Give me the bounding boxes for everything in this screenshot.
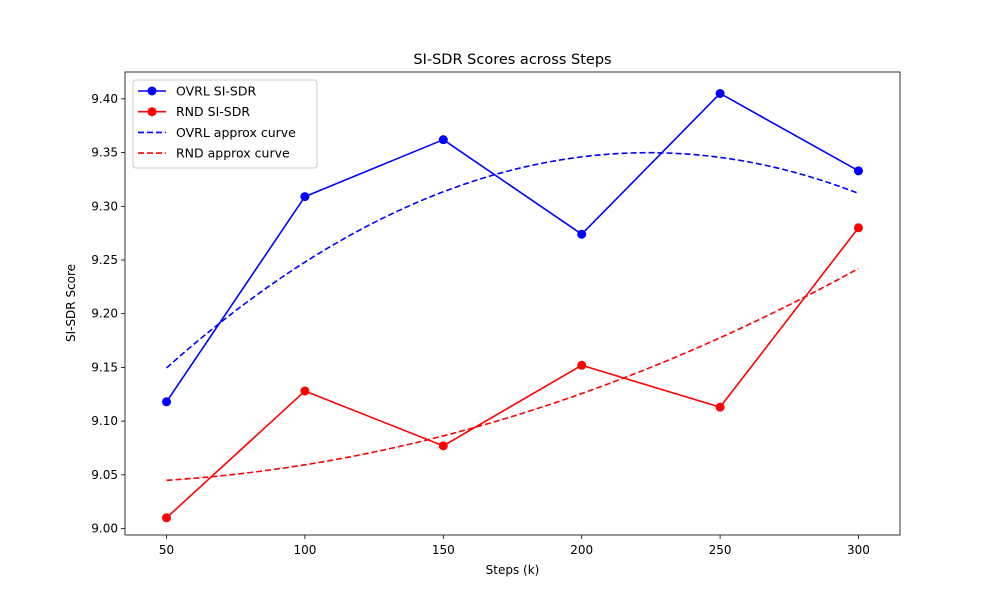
legend-label-rnd-approx-curve: RND approx curve <box>176 146 290 161</box>
rnd-si-sdr-point <box>715 402 725 412</box>
y-tick-label: 9.30 <box>91 199 118 213</box>
ovrl-si-sdr-point <box>853 166 863 176</box>
x-tick-label: 300 <box>847 543 870 557</box>
y-tick-label: 9.15 <box>91 360 118 374</box>
legend-label-ovrl-approx-curve: OVRL approx curve <box>176 125 296 140</box>
axes-frame <box>124 71 901 536</box>
ovrl-si-sdr-line <box>165 92 859 403</box>
y-tick-label: 9.20 <box>91 307 118 321</box>
legend-label-rnd-si-sdr: RND SI-SDR <box>176 104 250 119</box>
legend: OVRL SI-SDR RND SI-SDR OVRL approx curve RN… <box>132 79 318 169</box>
y-tick-label: 9.35 <box>91 146 118 160</box>
chart-title: SI-SDR Scores across Steps <box>413 52 611 68</box>
rnd-si-sdr-point <box>162 513 172 523</box>
y-tick-label: 9.40 <box>91 92 118 106</box>
x-tick-label: 250 <box>709 543 732 557</box>
ovrl-si-sdr-point <box>715 88 725 98</box>
rnd-si-sdr-point <box>577 360 587 370</box>
legend-label-ovrl-si-sdr: OVRL SI-SDR <box>176 84 256 99</box>
ovrl-si-sdr-point <box>577 229 587 239</box>
y-tick-label: 9.05 <box>91 468 118 482</box>
rnd-si-sdr-line <box>165 227 860 519</box>
y-axis-label: SI-SDR Score <box>64 264 78 342</box>
x-tick-label: 50 <box>159 543 174 557</box>
x-tick-label: 150 <box>432 543 455 557</box>
rnd-si-sdr-point <box>300 386 310 396</box>
rnd-approx-curve <box>166 267 859 482</box>
x-tick-label: 200 <box>570 543 593 557</box>
ovrl-si-sdr-point <box>162 397 172 407</box>
x-axis-label: Steps (k) <box>486 563 540 577</box>
rnd-si-sdr-point <box>853 223 863 233</box>
ovrl-si-sdr-point <box>438 135 448 145</box>
legend-box <box>132 79 318 169</box>
legend-marker-ovrl-si-sdr <box>147 86 157 96</box>
y-tick-label: 9.10 <box>91 414 118 428</box>
legend-marker-rnd-si-sdr <box>147 107 157 117</box>
y-tick-label: 9.00 <box>91 522 118 536</box>
y-tick-label: 9.25 <box>91 253 118 267</box>
ovrl-si-sdr-point <box>300 192 310 202</box>
plot-area: 50 100 150 200 250 300 9.00 9.05 9.10 9.15 9.20 9.2… <box>91 71 901 557</box>
x-tick-label: 100 <box>293 543 316 557</box>
ovrl-approx-curve <box>165 151 859 369</box>
rnd-si-sdr-point <box>438 441 448 451</box>
